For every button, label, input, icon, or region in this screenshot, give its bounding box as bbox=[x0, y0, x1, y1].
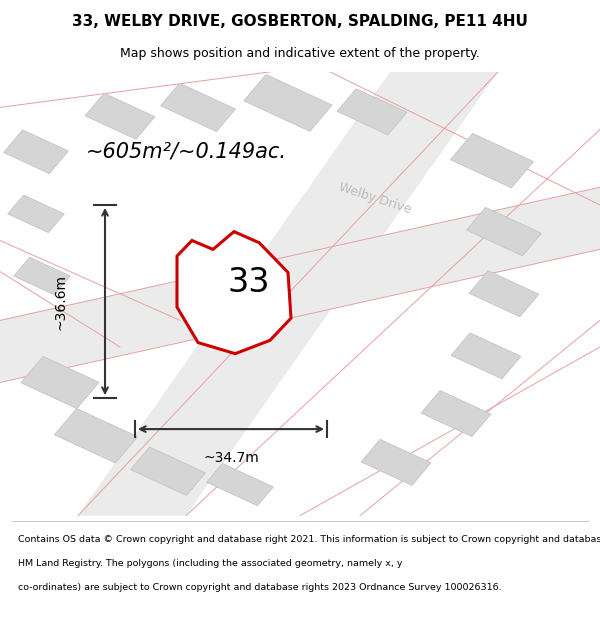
Polygon shape bbox=[78, 72, 498, 516]
Polygon shape bbox=[85, 93, 155, 139]
Polygon shape bbox=[337, 89, 407, 135]
Text: ~36.6m: ~36.6m bbox=[53, 274, 67, 329]
Polygon shape bbox=[14, 257, 70, 295]
Polygon shape bbox=[177, 232, 291, 354]
Text: ~34.7m: ~34.7m bbox=[203, 451, 259, 465]
Text: Contains OS data © Crown copyright and database right 2021. This information is : Contains OS data © Crown copyright and d… bbox=[18, 535, 600, 544]
Polygon shape bbox=[130, 447, 206, 496]
Polygon shape bbox=[4, 130, 68, 174]
Text: co-ordinates) are subject to Crown copyright and database rights 2023 Ordnance S: co-ordinates) are subject to Crown copyr… bbox=[18, 584, 502, 592]
Text: ~605m²/~0.149ac.: ~605m²/~0.149ac. bbox=[86, 142, 287, 162]
Polygon shape bbox=[421, 391, 491, 437]
Polygon shape bbox=[55, 409, 137, 463]
Polygon shape bbox=[8, 195, 64, 232]
Polygon shape bbox=[244, 74, 332, 131]
Text: 33: 33 bbox=[227, 266, 270, 299]
Text: HM Land Registry. The polygons (including the associated geometry, namely x, y: HM Land Registry. The polygons (includin… bbox=[18, 559, 403, 568]
Polygon shape bbox=[451, 333, 521, 379]
Text: Map shows position and indicative extent of the property.: Map shows position and indicative extent… bbox=[120, 48, 480, 61]
Polygon shape bbox=[361, 439, 431, 486]
Polygon shape bbox=[160, 83, 236, 132]
Polygon shape bbox=[0, 188, 600, 382]
Polygon shape bbox=[451, 133, 533, 188]
Text: Welby Drive: Welby Drive bbox=[337, 181, 413, 216]
Text: 33, WELBY DRIVE, GOSBERTON, SPALDING, PE11 4HU: 33, WELBY DRIVE, GOSBERTON, SPALDING, PE… bbox=[72, 14, 528, 29]
Polygon shape bbox=[469, 271, 539, 317]
Polygon shape bbox=[21, 356, 99, 409]
Polygon shape bbox=[466, 208, 542, 256]
Polygon shape bbox=[206, 463, 274, 506]
